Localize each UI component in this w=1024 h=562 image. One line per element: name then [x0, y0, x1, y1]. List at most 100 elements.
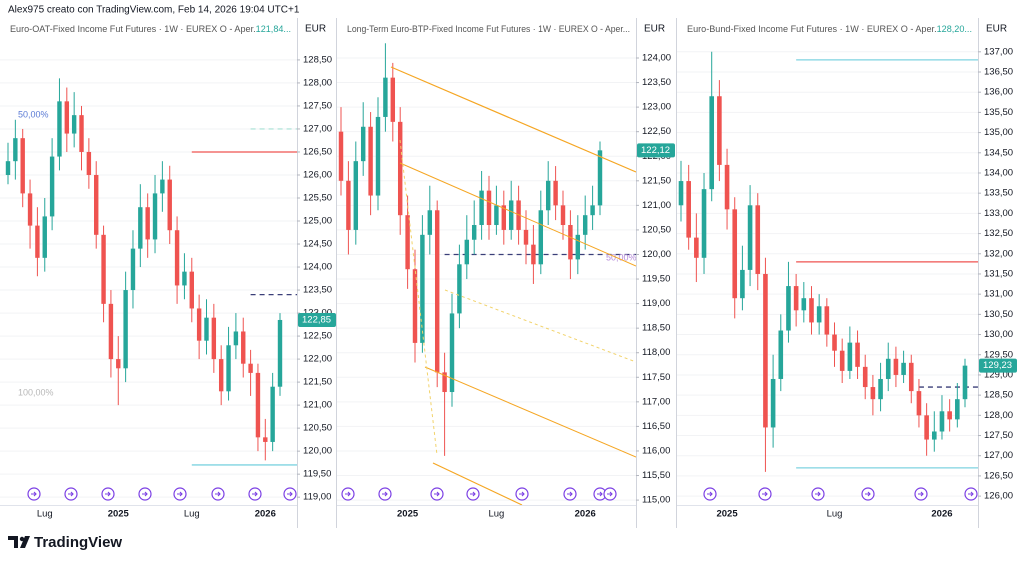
event-icon-arrow: [142, 491, 148, 497]
candle-body: [412, 269, 418, 343]
y-tick-label: 120,00: [303, 446, 332, 457]
event-icon-arrow: [918, 491, 924, 497]
fib-label: 50,00%: [606, 252, 637, 262]
candle-body: [597, 150, 603, 206]
candle-body: [405, 215, 410, 270]
y-tick-label: 118,00: [642, 347, 670, 358]
y-tick-label: 117,00: [642, 396, 670, 407]
y-tick-label: 123,50: [303, 285, 332, 296]
y-tick-label: 128,00: [303, 77, 332, 88]
y-tick-label: 128,50: [303, 54, 332, 65]
fib-label: 50,00%: [18, 109, 49, 119]
candle-body: [449, 313, 455, 393]
candle-body: [86, 151, 92, 175]
y-tick-label: 123,00: [642, 102, 671, 113]
last-price-badge: [979, 358, 1017, 373]
candle-body: [553, 180, 558, 206]
event-icon-arrow: [287, 491, 293, 497]
candle-body: [218, 359, 224, 392]
candle-body: [182, 271, 187, 286]
y-tick-label: 125,00: [303, 216, 332, 227]
candle-body: [464, 239, 470, 265]
candle-body: [71, 115, 77, 134]
chart-title-value: 121,84...: [256, 24, 291, 35]
y-tick-label: 122,50: [303, 331, 332, 342]
event-icon-arrow: [434, 491, 440, 497]
x-tick-label: 2025: [397, 509, 419, 520]
y-tick-label: 131,50: [984, 268, 1013, 279]
y-tick-label: 119,00: [303, 492, 331, 503]
y-tick-label: 126,50: [984, 470, 1013, 481]
event-icon-arrow: [519, 491, 525, 497]
candle-body: [763, 273, 768, 428]
event-icon-arrow: [597, 491, 603, 497]
candle-body: [108, 303, 114, 360]
event-icon-arrow: [762, 491, 768, 497]
candle-body: [442, 372, 447, 393]
candle-body: [678, 181, 684, 206]
header-text: Alex975 creato con TradingView.com, Feb …: [8, 5, 300, 16]
y-tick-label: 121,00: [303, 400, 332, 411]
event-icon-arrow: [68, 491, 74, 497]
candle-body: [870, 387, 876, 400]
chart-title-text: Euro-OAT-Fixed Income Fut Futures · 1W ·…: [10, 24, 256, 35]
price-axis: EUR 126,00 126,50 127,00 127,50 128,00 128,50 1…: [978, 18, 1024, 528]
candle-body: [747, 205, 753, 270]
candle-body: [816, 306, 822, 323]
y-tick-label: 121,50: [303, 377, 332, 388]
trend-line: [390, 66, 636, 173]
candle-body: [732, 209, 738, 299]
candle-body: [420, 234, 425, 343]
candle-body: [138, 207, 143, 249]
trend-line: [424, 366, 636, 458]
last-price-label: 122,12: [641, 145, 670, 156]
candle-body: [717, 96, 722, 165]
x-tick-label: 2025: [716, 509, 738, 520]
candle-body: [116, 359, 121, 369]
event-icon-arrow: [707, 491, 713, 497]
y-tick-label: 119,50: [642, 274, 670, 285]
candle-body: [226, 345, 231, 392]
candle-body: [538, 210, 544, 265]
candle-body: [701, 189, 707, 258]
candle-body: [27, 193, 33, 226]
candle-body: [582, 215, 588, 235]
x-tick-label: 2026: [575, 509, 596, 520]
candle-body: [939, 411, 945, 432]
candle-body: [924, 415, 929, 440]
candle-body: [368, 126, 373, 196]
y-tick-label: 133,50: [984, 188, 1013, 199]
event-icon-arrow: [177, 491, 183, 497]
last-price-badge: [637, 143, 675, 158]
candle-body: [885, 358, 891, 379]
candle-body: [101, 234, 106, 304]
candle-body: [740, 269, 745, 299]
event-icon-arrow: [252, 491, 258, 497]
y-tick-label: 117,50: [642, 372, 670, 383]
x-tick-label: Lug: [827, 509, 843, 520]
chart-title-value: 128,20...: [937, 24, 972, 35]
event-icon-arrow: [567, 491, 573, 497]
chart-title-text: Long-Term Euro-BTP-Fixed Income Fut Futu…: [347, 24, 630, 35]
candle-body: [397, 121, 403, 216]
candle-body: [5, 161, 11, 175]
candle-body: [893, 358, 899, 375]
plot-area: 50,00%: [337, 43, 637, 501]
fib-line: [399, 139, 438, 456]
y-tick-label: 128,00: [984, 410, 1013, 421]
y-tick-label: 124,00: [642, 53, 671, 64]
drawings: [390, 66, 636, 506]
candle-body: [390, 77, 396, 122]
last-price-label: 129,23: [983, 360, 1012, 371]
event-icon-arrow: [105, 491, 111, 497]
x-tick-label: Lug: [184, 509, 200, 520]
chart-title: Long-Term Euro-BTP-Fixed Income Fut Futu…: [347, 24, 630, 35]
candle-body: [189, 271, 194, 309]
y-tick-label: 130,00: [984, 329, 1013, 340]
candle-body: [479, 190, 484, 226]
y-tick-label: 134,50: [984, 147, 1013, 158]
y-tick-label: 126,50: [303, 146, 332, 157]
y-tick-label: 135,50: [984, 107, 1013, 118]
